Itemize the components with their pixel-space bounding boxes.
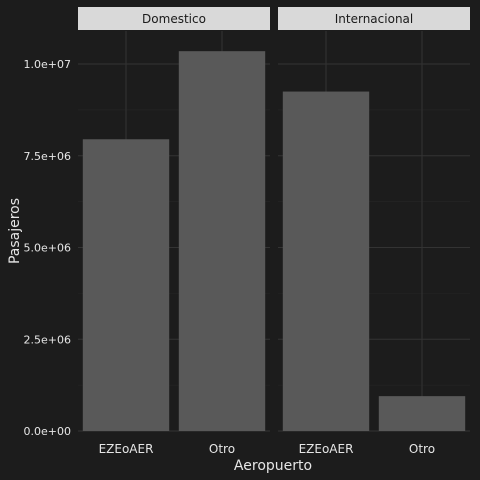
x-tick-label: Otro [209,442,235,456]
facet-panel: EZEoAER Otro Internacional [278,7,470,456]
bar [282,91,370,431]
facet-panels: EZEoAER Otro Domestico EZEoAER Otro Internaci… [78,7,470,456]
x-axis-title: Aeropuerto [234,458,312,474]
y-tick-label: 7.5e+06 [24,150,71,163]
x-tick-label: Otro [409,442,435,456]
x-tick-label: EZEoAER [299,442,354,456]
facet-strip [78,7,270,30]
y-axis-title: Pasajeros [7,198,23,264]
y-tick-label: 2.5e+06 [24,333,71,346]
bar [378,396,466,431]
bar [82,139,170,431]
x-tick-label: EZEoAER [99,442,154,456]
facet-panel: EZEoAER Otro Domestico [78,7,270,456]
facet-strip-label: Domestico [142,12,206,26]
bar [178,51,266,432]
y-tick-label: 0.0e+00 [24,425,71,438]
facet-strip-label: Internacional [335,12,413,26]
facet-strip [278,7,470,30]
y-axis: 0.0e+00 2.5e+06 5.0e+06 7.5e+06 1.0e+07 [24,58,71,438]
y-tick-label: 1.0e+07 [24,58,71,71]
y-tick-label: 5.0e+06 [24,242,71,255]
